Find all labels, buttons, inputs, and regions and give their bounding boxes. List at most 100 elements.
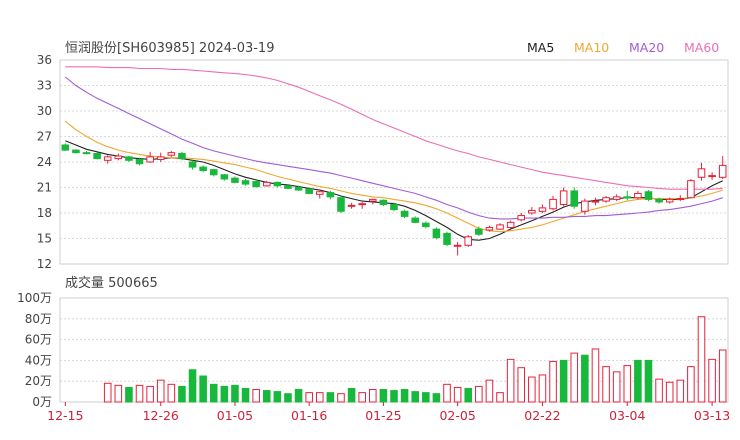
- volume-bar-up: [475, 385, 483, 403]
- volume-tick-label: 20万: [25, 374, 52, 388]
- date-tick-label: 03-04: [609, 408, 645, 423]
- volume-bar-down: [432, 393, 441, 403]
- volume-bar-up: [358, 392, 366, 403]
- price-tick-label: 15: [37, 232, 52, 246]
- candle-body: [231, 177, 239, 183]
- volume-bar-down: [273, 391, 282, 403]
- candle-body: [549, 198, 557, 210]
- date-tick-label: 02-05: [439, 408, 475, 423]
- candle-down: [72, 149, 80, 154]
- price-tick-label: 30: [37, 104, 52, 118]
- price-tick-label: 33: [37, 79, 52, 93]
- volume-bar-down: [422, 392, 430, 403]
- candle-body: [294, 187, 303, 191]
- candle-body: [432, 228, 441, 239]
- volume-bar-up: [252, 389, 260, 403]
- ma20-line: [64, 76, 723, 220]
- volume-bar-up: [114, 384, 123, 403]
- candle-body: [305, 188, 313, 194]
- candle-down: [379, 199, 388, 207]
- price-grid: [59, 59, 729, 265]
- candle-up: [485, 225, 494, 232]
- volume-bar-down: [326, 392, 335, 403]
- candle-body: [411, 217, 419, 223]
- candle-body: [506, 221, 515, 228]
- candle-body: [209, 169, 218, 176]
- volume-bar-up: [612, 371, 621, 403]
- candle-body: [358, 203, 366, 206]
- candle-down: [125, 156, 133, 162]
- price-tick-label: 12: [37, 257, 52, 271]
- volume-bar-down: [411, 391, 419, 403]
- candle-body: [538, 207, 547, 212]
- candle-body: [655, 198, 663, 203]
- candle-up: [167, 150, 176, 157]
- candle-body: [167, 152, 176, 156]
- candle-down: [411, 216, 419, 224]
- candle-body: [602, 197, 610, 202]
- candle-down: [432, 227, 441, 240]
- candle-body: [72, 149, 80, 154]
- candle-down: [623, 190, 632, 201]
- volume-bar-up: [135, 384, 144, 403]
- volume-bar-up: [315, 392, 324, 403]
- candle-up: [496, 223, 504, 230]
- price-tick-label: 36: [37, 53, 52, 67]
- candle-up: [506, 220, 515, 230]
- candle-up: [369, 198, 377, 205]
- candle-down: [655, 197, 663, 204]
- ma60-line: [65, 66, 723, 190]
- volume-bar-down: [581, 354, 589, 403]
- candle-down: [422, 221, 430, 229]
- date-tick-label: 01-16: [291, 408, 327, 423]
- volume-bar-up: [453, 386, 462, 403]
- candle-up: [602, 196, 610, 203]
- volume-bar-up: [591, 348, 600, 403]
- volume-bar-up: [602, 366, 610, 403]
- candle-down: [294, 185, 303, 191]
- candle-body: [665, 198, 674, 203]
- candle-down: [231, 176, 239, 184]
- volume-bar-up: [655, 378, 663, 403]
- volume-tick-label: 100万: [17, 291, 52, 305]
- volume-bar-up: [156, 379, 165, 403]
- ma5-line: [65, 140, 723, 241]
- volume-bar-up: [146, 385, 154, 403]
- candle-body: [273, 181, 282, 187]
- candle-body: [591, 200, 600, 203]
- volume-bar-up: [623, 365, 632, 403]
- candle-up: [538, 204, 547, 213]
- candle-body: [422, 222, 430, 228]
- candle-up: [453, 241, 462, 256]
- candle-down: [326, 190, 335, 200]
- volume-bar-up: [718, 349, 727, 403]
- volume-bar-up: [496, 392, 504, 403]
- candle-body: [559, 190, 568, 205]
- candle-body: [61, 144, 70, 151]
- candle-body: [528, 209, 536, 214]
- candle-body: [400, 210, 409, 217]
- volume-bar-down: [188, 369, 197, 403]
- candle-body: [220, 174, 229, 180]
- candle-down: [199, 165, 207, 173]
- candle-body: [379, 199, 388, 205]
- candle-body: [135, 158, 144, 165]
- candle-up: [634, 190, 642, 200]
- volume-tick-label: 40万: [25, 353, 52, 367]
- candle-body: [103, 156, 112, 161]
- candle-body: [114, 155, 123, 160]
- candle-body: [252, 181, 260, 188]
- candle-body: [708, 175, 716, 178]
- candle-up: [676, 195, 685, 202]
- candle-body: [644, 191, 653, 200]
- moving-average-lines: [64, 66, 723, 241]
- candle-body: [475, 228, 483, 235]
- candle-up: [103, 155, 112, 164]
- candle-body: [485, 226, 494, 231]
- date-tick-label: 03-13: [694, 408, 730, 423]
- volume-bar-up: [305, 392, 313, 403]
- candle-body: [581, 200, 589, 212]
- price-tick-label: 24: [37, 155, 52, 169]
- candle-up: [687, 179, 695, 199]
